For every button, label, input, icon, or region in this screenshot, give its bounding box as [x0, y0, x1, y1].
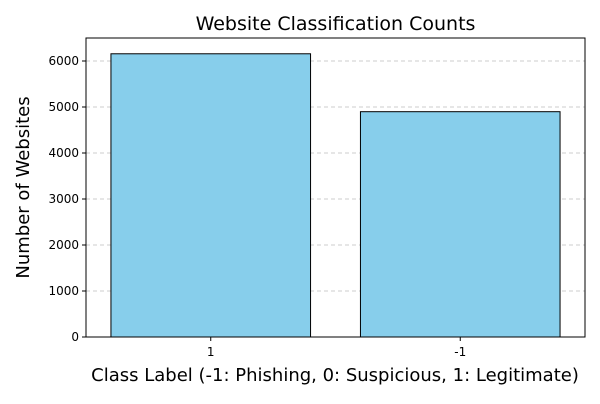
- y-axis-ticks: 0 1000 2000 3000 4000 5000 6000: [48, 54, 86, 344]
- x-tick-label: 1: [207, 345, 215, 359]
- y-tick-label: 5000: [48, 100, 79, 114]
- bars: [110, 53, 561, 338]
- y-tick-label: 3000: [48, 192, 79, 206]
- y-tick-label: 1000: [48, 284, 79, 298]
- x-axis-title: Class Label (-1: Phishing, 0: Suspicious…: [91, 365, 579, 386]
- y-tick-label: 2000: [48, 238, 79, 252]
- x-tick-label: -1: [454, 345, 466, 359]
- y-tick-label: 0: [71, 330, 79, 344]
- chart-title: Website Classification Counts: [196, 13, 476, 35]
- y-tick-label: 6000: [48, 54, 79, 68]
- y-axis-title: Number of Websites: [13, 96, 34, 278]
- bar-1: [110, 53, 312, 338]
- y-tick-label: 4000: [48, 146, 79, 160]
- plot-frame: [85, 37, 586, 338]
- bar--1: [359, 111, 561, 338]
- x-axis-ticks: 1 -1: [207, 337, 466, 359]
